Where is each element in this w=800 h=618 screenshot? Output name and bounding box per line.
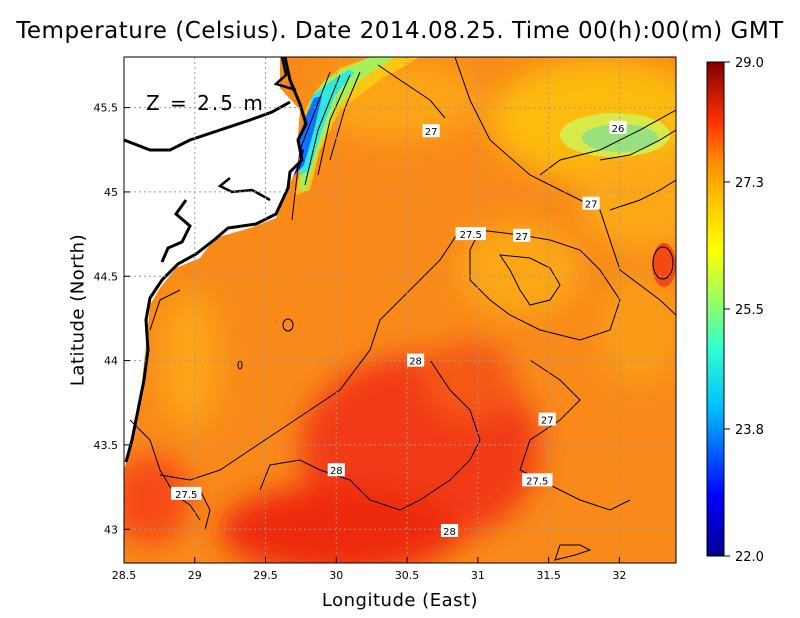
contour-label: 27	[425, 127, 438, 138]
y-tick-label: 44	[104, 355, 118, 368]
colorbar-tick-label: 27.3	[735, 176, 764, 191]
colorbar-tick-label: 25.5	[735, 303, 764, 318]
contour-labels: 27 26 27 27.5 27 28 27 28 27.5 27.5 28	[171, 120, 627, 538]
y-axis-ticks: 43 43.5 44 44.5 45 45.5	[94, 102, 130, 536]
contour-label-box	[609, 120, 627, 134]
x-tick-label: 28.5	[112, 569, 137, 582]
y-tick-label: 44.5	[94, 270, 119, 283]
colorbar-tick-label: 29.0	[735, 56, 764, 71]
contour-label-box	[582, 196, 600, 210]
colorbar-gradient	[706, 61, 725, 557]
contour-label: 28	[409, 357, 422, 368]
x-tick-label: 30.5	[395, 569, 420, 582]
contour-label-box	[513, 228, 531, 242]
contour-label-box	[171, 486, 202, 500]
colorbar-tick-label: 23.8	[735, 423, 764, 438]
contour-label-box	[522, 473, 553, 487]
contour-label: 28	[330, 466, 343, 477]
y-tick-label: 43.5	[94, 439, 119, 452]
y-tick-label: 45.5	[94, 102, 119, 115]
contour-label: 27.5	[460, 230, 482, 241]
contour-lines	[129, 57, 676, 561]
colorbar-ticks: 29.0 27.3 25.5 23.8 22.0	[724, 56, 764, 565]
contour-label: 27	[515, 232, 528, 243]
x-tick-label: 31.5	[536, 569, 561, 582]
contour-label-box	[455, 227, 486, 241]
contour-label: 28	[443, 527, 456, 538]
x-axis-ticks: 28.5 29 29.5 30 30.5 31 31.5 32	[112, 557, 626, 582]
x-tick-label: 29	[188, 569, 202, 582]
x-axis-label: Longitude (East)	[321, 590, 479, 611]
contour-label: 26	[612, 124, 625, 135]
contour-label-box	[327, 463, 345, 477]
land-mass	[124, 57, 308, 470]
x-tick-label: 30	[329, 569, 343, 582]
y-tick-label: 43	[104, 523, 118, 536]
colorbar: 29.0 27.3 25.5 23.8 22.0	[706, 56, 764, 565]
contour-label-box	[538, 412, 556, 426]
x-tick-label: 29.5	[253, 569, 278, 582]
chart-title: Temperature (Celsius). Date 2014.08.25. …	[16, 18, 784, 44]
contour-label-box	[440, 523, 459, 537]
depth-label: Z = 2.5 m	[146, 91, 265, 115]
plot-frame	[123, 56, 677, 564]
coastline	[124, 57, 308, 463]
y-axis-label: Latitude (North)	[67, 233, 89, 387]
contour-label: 27.5	[175, 490, 197, 501]
contour-label: 27	[585, 200, 598, 211]
contour-label-box	[406, 353, 425, 367]
contour-label: 27.5	[526, 476, 548, 487]
contour-label-box	[422, 124, 440, 138]
y-tick-label: 45	[104, 186, 118, 199]
x-tick-label: 31	[471, 569, 485, 582]
contour-label: 27	[541, 416, 554, 427]
x-tick-label: 32	[612, 569, 626, 582]
colorbar-tick-label: 22.0	[735, 550, 764, 565]
